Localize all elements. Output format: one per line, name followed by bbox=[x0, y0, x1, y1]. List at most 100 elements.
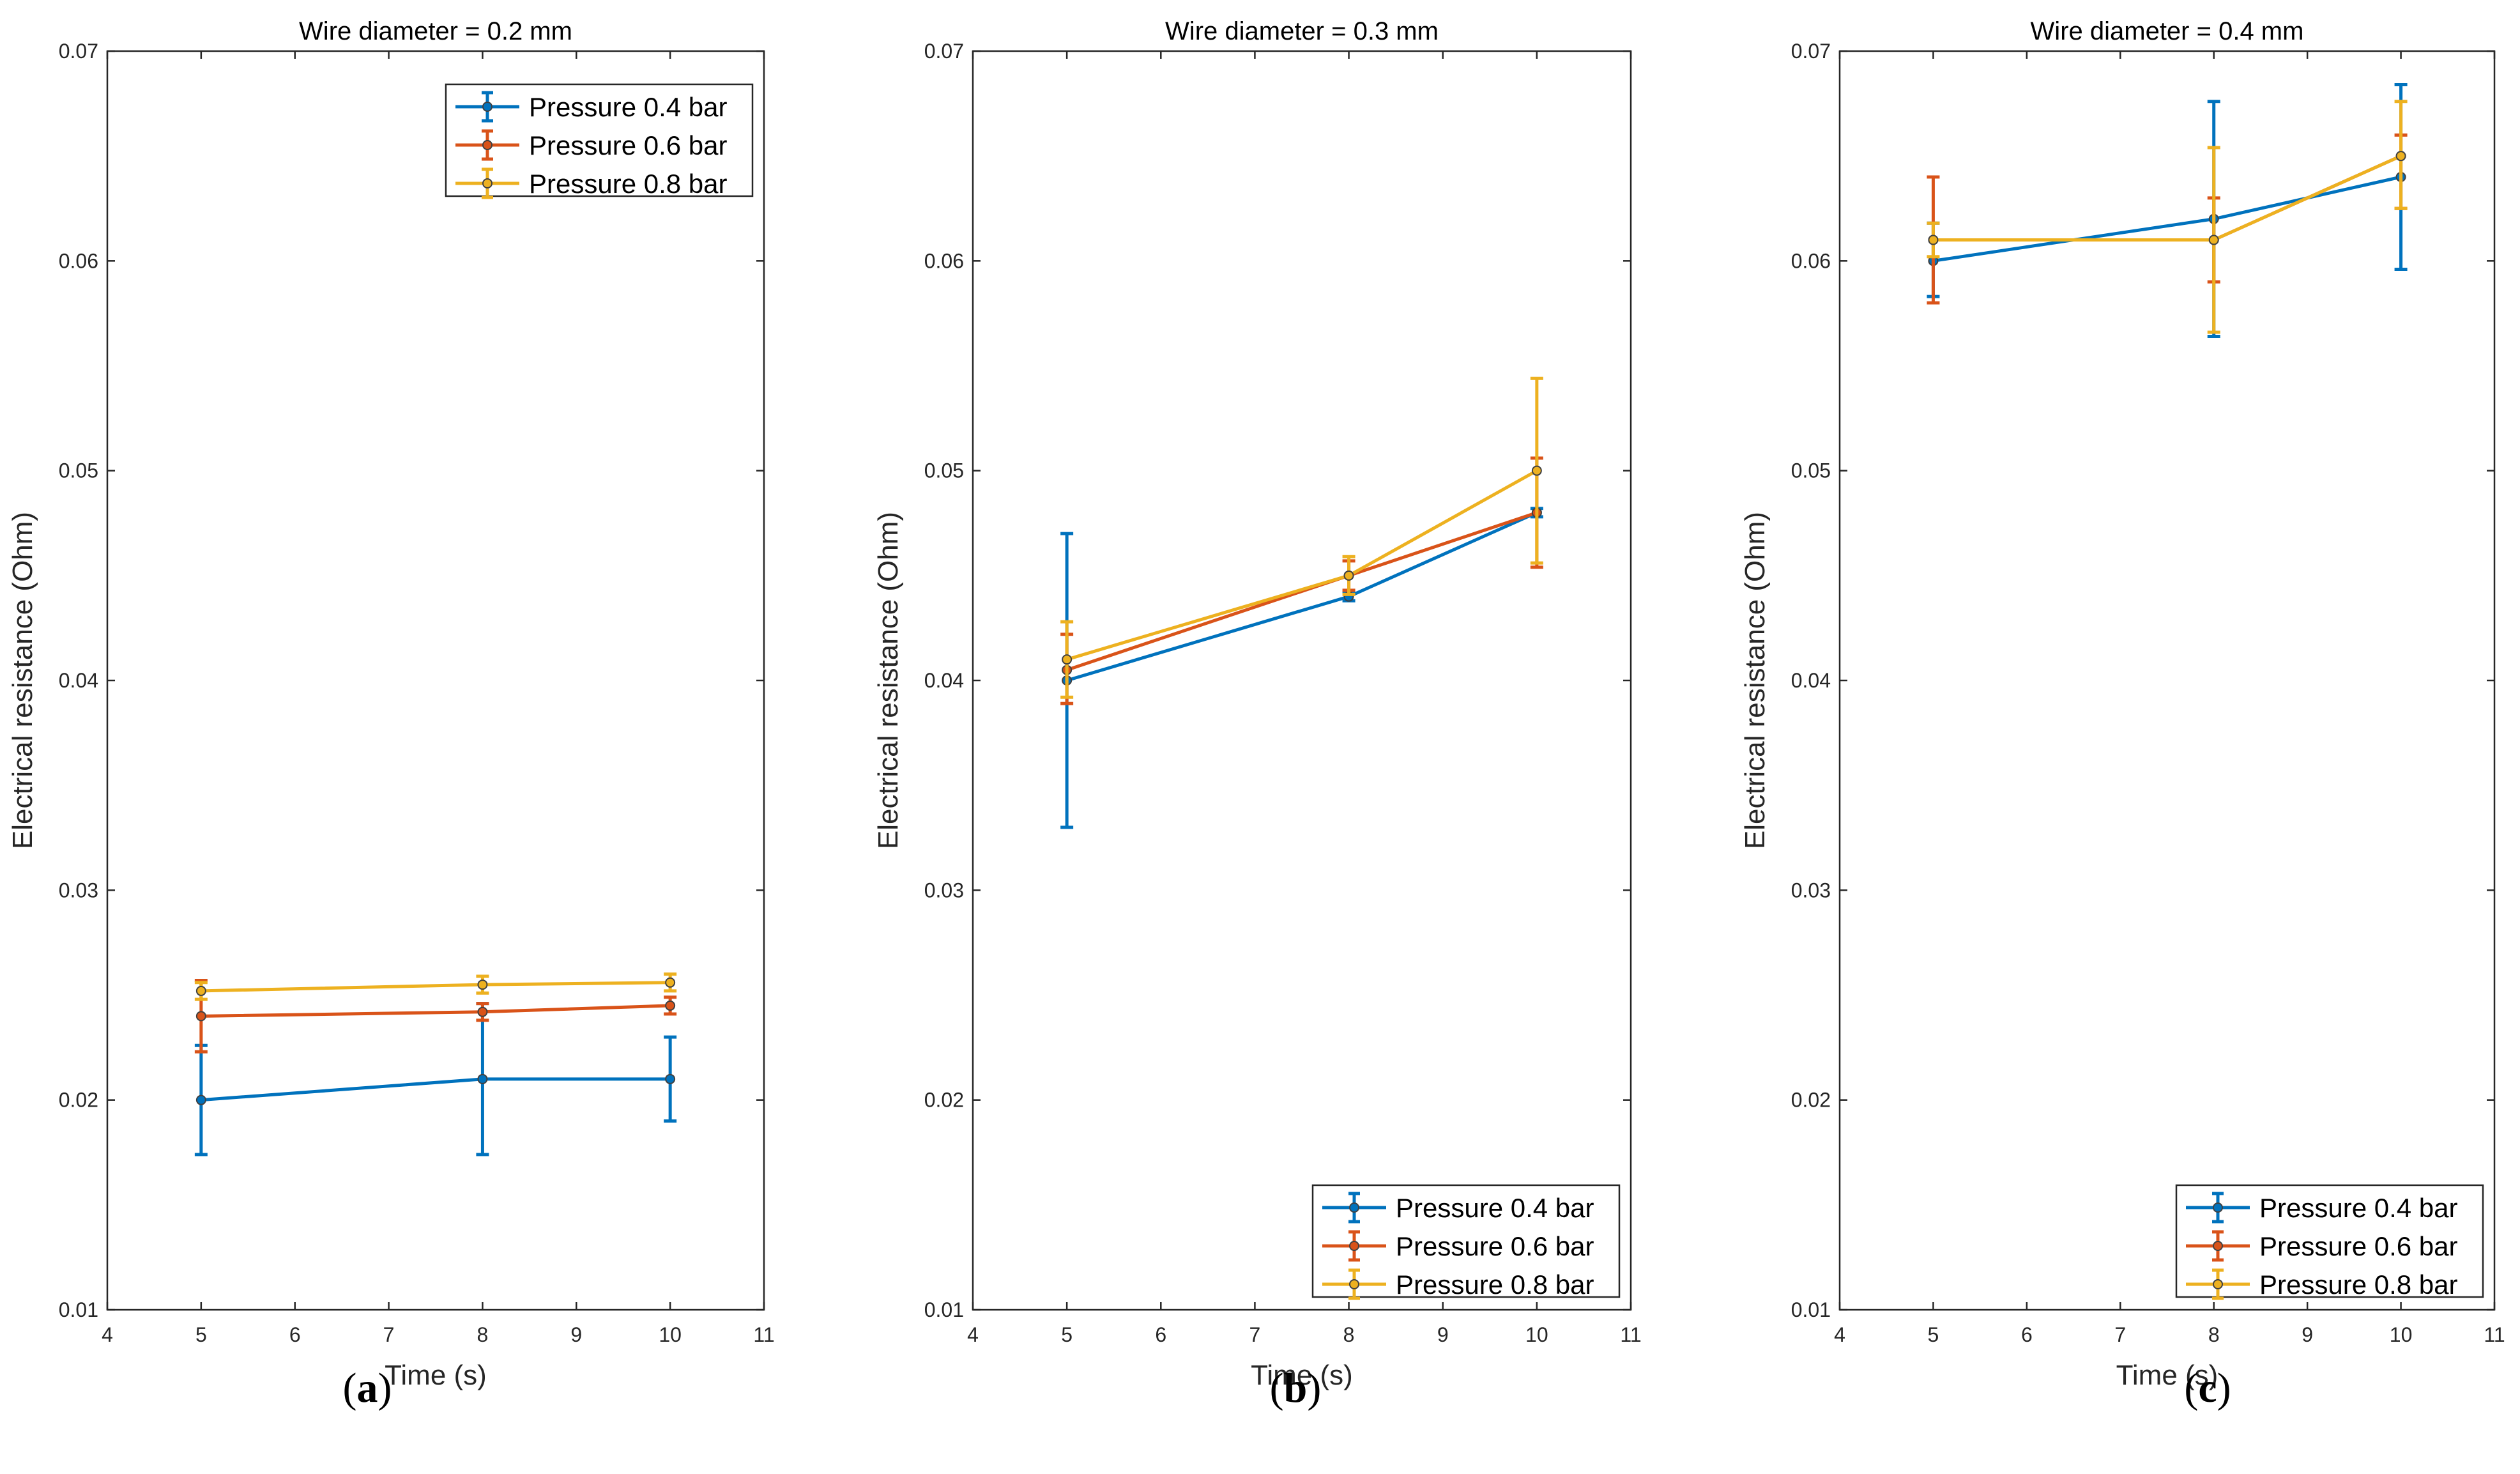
data-point bbox=[1928, 234, 1939, 245]
data-point bbox=[195, 1011, 206, 1022]
x-tick-label: 4 bbox=[102, 1323, 113, 1346]
x-tick-label: 8 bbox=[477, 1323, 489, 1346]
series-3 bbox=[1927, 100, 2408, 334]
y-tick-label: 0.07 bbox=[59, 40, 98, 63]
legend-label: Pressure 0.6 bar bbox=[2259, 1231, 2458, 1261]
data-point bbox=[477, 979, 488, 990]
legend-label: Pressure 0.8 bar bbox=[529, 169, 728, 199]
series-1 bbox=[194, 1002, 677, 1156]
x-tick-label: 6 bbox=[1155, 1323, 1166, 1346]
legend-entry: Pressure 0.6 bar bbox=[455, 129, 728, 161]
legend-label: Pressure 0.4 bar bbox=[529, 92, 728, 122]
y-axis-label: Electrical resistance (Ohm) bbox=[1739, 512, 1771, 849]
x-tick-label: 5 bbox=[1061, 1323, 1073, 1346]
y-tick-label: 0.06 bbox=[59, 249, 98, 272]
legend-marker bbox=[2213, 1202, 2223, 1213]
y-tick-label: 0.06 bbox=[924, 249, 964, 272]
chart-title: Wire diameter = 0.3 mm bbox=[1165, 17, 1439, 45]
data-point bbox=[1343, 570, 1354, 581]
x-tick-label: 10 bbox=[2390, 1323, 2413, 1346]
y-tick-label: 0.06 bbox=[1791, 249, 1831, 272]
data-point bbox=[665, 1000, 676, 1011]
y-tick-label: 0.05 bbox=[59, 459, 98, 482]
y-tick-label: 0.03 bbox=[59, 879, 98, 902]
y-tick-label: 0.05 bbox=[924, 459, 964, 482]
y-axis-label: Electrical resistance (Ohm) bbox=[7, 512, 38, 849]
legend-entry: Pressure 0.4 bar bbox=[2186, 1192, 2458, 1224]
legend-label: Pressure 0.4 bar bbox=[2259, 1193, 2458, 1223]
y-tick-label: 0.02 bbox=[1791, 1089, 1831, 1112]
legend-entry: Pressure 0.8 bar bbox=[455, 167, 728, 199]
legend: Pressure 0.4 bar Pressure 0.6 bar Pressure… bbox=[1311, 1184, 1621, 1300]
legend: Pressure 0.4 bar Pressure 0.6 bar Pressure… bbox=[2175, 1184, 2484, 1300]
legend-entry: Pressure 0.4 bar bbox=[1322, 1192, 1594, 1224]
legend-label: Pressure 0.6 bar bbox=[1396, 1231, 1594, 1261]
legend-entry: Pressure 0.4 bar bbox=[455, 91, 728, 123]
x-tick-label: 9 bbox=[1437, 1323, 1449, 1346]
y-tick-label: 0.02 bbox=[59, 1089, 98, 1112]
chart-panel-3: 4 5 6 7 8 9 10 11 0.01 0.02 0.03 0.04 0.05 0.06 0.07 Wi… bbox=[1739, 17, 2505, 1391]
x-axis-label: Time (s) bbox=[385, 1360, 487, 1391]
x-tick-label: 10 bbox=[659, 1323, 682, 1346]
legend-label: Pressure 0.4 bar bbox=[1396, 1193, 1594, 1223]
x-tick-label: 5 bbox=[195, 1323, 207, 1346]
x-tick-label: 8 bbox=[2208, 1323, 2220, 1346]
x-tick-label: 7 bbox=[2114, 1323, 2126, 1346]
x-tick-label: 4 bbox=[967, 1323, 979, 1346]
x-tick-label: 4 bbox=[1834, 1323, 1845, 1346]
data-point bbox=[665, 977, 676, 988]
y-tick-label: 0.07 bbox=[924, 40, 964, 63]
legend-marker bbox=[482, 102, 493, 112]
legend-label: Pressure 0.6 bar bbox=[529, 130, 728, 160]
panel-label-c: (c) bbox=[2184, 1365, 2231, 1411]
x-tick-label: 11 bbox=[753, 1323, 774, 1346]
data-point bbox=[2395, 151, 2406, 162]
legend-marker bbox=[1349, 1202, 1359, 1213]
y-tick-label: 0.07 bbox=[1791, 40, 1831, 63]
x-tick-label: 7 bbox=[383, 1323, 395, 1346]
legend-entry: Pressure 0.8 bar bbox=[2186, 1268, 2458, 1300]
x-tick-label: 9 bbox=[570, 1323, 582, 1346]
x-tick-label: 8 bbox=[1343, 1323, 1355, 1346]
y-tick-label: 0.02 bbox=[924, 1089, 964, 1112]
legend-box bbox=[2175, 1184, 2484, 1298]
plot-area bbox=[1838, 50, 2496, 1311]
legend-marker bbox=[482, 140, 493, 150]
data-point bbox=[665, 1073, 676, 1084]
series-3 bbox=[1060, 376, 1543, 699]
series-3 bbox=[194, 972, 677, 1001]
panel-label-a: (a) bbox=[342, 1365, 392, 1411]
y-tick-label: 0.04 bbox=[1791, 669, 1831, 692]
y-axis-label: Electrical resistance (Ohm) bbox=[873, 512, 904, 849]
data-point bbox=[2208, 234, 2219, 245]
x-axis-label: Time (s) bbox=[2116, 1360, 2218, 1391]
legend-label: Pressure 0.8 bar bbox=[1396, 1270, 1594, 1300]
legend-marker bbox=[1349, 1241, 1359, 1251]
y-tick-label: 0.01 bbox=[924, 1298, 964, 1321]
legend-marker bbox=[2213, 1241, 2223, 1251]
legend-label: Pressure 0.8 bar bbox=[2259, 1270, 2458, 1300]
legend-entry: Pressure 0.6 bar bbox=[1322, 1230, 1594, 1262]
x-tick-label: 5 bbox=[1928, 1323, 1939, 1346]
legend: Pressure 0.4 bar Pressure 0.6 bar Pressure… bbox=[445, 83, 754, 199]
panel-label-b: (b) bbox=[1269, 1365, 1322, 1411]
x-tick-label: 11 bbox=[2484, 1323, 2505, 1346]
legend-marker bbox=[2213, 1279, 2223, 1289]
x-tick-label: 9 bbox=[2302, 1323, 2313, 1346]
legend-marker bbox=[1349, 1279, 1359, 1289]
x-tick-label: 7 bbox=[1249, 1323, 1261, 1346]
legend-marker bbox=[482, 178, 493, 188]
data-point bbox=[195, 985, 206, 996]
x-axis-label: Time (s) bbox=[1251, 1360, 1353, 1391]
plot-area bbox=[972, 50, 1632, 1311]
y-tick-label: 0.05 bbox=[1791, 459, 1831, 482]
data-point bbox=[195, 1094, 206, 1105]
legend-entry: Pressure 0.6 bar bbox=[2186, 1230, 2458, 1262]
data-point bbox=[1531, 465, 1542, 476]
x-tick-label: 10 bbox=[1525, 1323, 1548, 1346]
x-tick-label: 6 bbox=[2021, 1323, 2033, 1346]
y-tick-label: 0.01 bbox=[1791, 1298, 1831, 1321]
x-tick-label: 6 bbox=[289, 1323, 301, 1346]
y-tick-label: 0.04 bbox=[924, 669, 964, 692]
